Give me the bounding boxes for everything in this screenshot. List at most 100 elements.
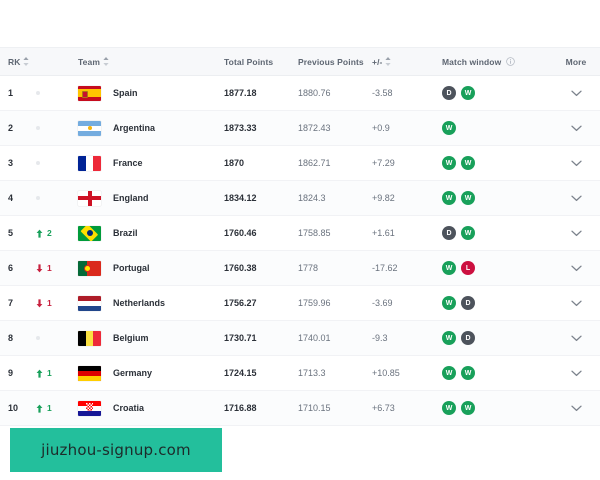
previous-points-cell: 1778 [298, 263, 319, 273]
arrow-up-icon [36, 404, 43, 413]
rank-cell: 10 [8, 403, 19, 413]
points-diff-cell: -3.58 [372, 88, 393, 98]
sort-icon[interactable] [23, 57, 30, 66]
column-header-diff[interactable]: +/- [372, 57, 442, 67]
chevron-down-icon[interactable] [570, 370, 582, 377]
column-header-total-points-label: Total Points [224, 56, 274, 67]
flag-icon-argentina [78, 120, 101, 136]
team-name: Germany [113, 368, 153, 378]
team-cell[interactable]: England [78, 190, 224, 206]
expand-row-button[interactable] [552, 230, 600, 237]
arrow-down-icon [36, 298, 43, 308]
total-points-cell: 1873.33 [224, 123, 257, 133]
team-name: Spain [113, 88, 138, 98]
team-cell[interactable]: Brazil [78, 225, 224, 241]
team-cell[interactable]: Argentina [78, 120, 224, 136]
table-row[interactable]: 1 Spain 1877.18 1880.76 -3.58 D W [0, 76, 600, 111]
match-result-badge-w: W [442, 366, 456, 380]
points-diff-cell: -9.3 [372, 333, 388, 343]
column-header-match-window-label: Match window [442, 56, 502, 67]
match-result-badge-w: W [461, 156, 475, 170]
column-header-total-points[interactable]: Total Points [224, 57, 298, 67]
expand-row-button[interactable] [552, 160, 600, 167]
previous-points-cell: 1880.76 [298, 88, 331, 98]
expand-row-button[interactable] [552, 405, 600, 412]
rank-change-cell: 1 [36, 368, 78, 378]
arrow-down-icon [36, 263, 43, 273]
expand-row-button[interactable] [552, 265, 600, 272]
column-header-team[interactable]: Team [78, 57, 224, 67]
team-cell[interactable]: Netherlands [78, 295, 224, 311]
rank-change-cell: 1 [36, 263, 78, 273]
match-result-badge-w: W [442, 261, 456, 275]
expand-row-button[interactable] [552, 335, 600, 342]
sort-icon[interactable] [103, 57, 109, 66]
table-row[interactable]: 3 France 1870 1862.71 +7.29 W W [0, 146, 600, 181]
points-diff-cell: +1.61 [372, 228, 395, 238]
rank-change-cell: 2 [36, 228, 78, 238]
chevron-down-icon[interactable] [570, 405, 582, 412]
info-icon[interactable] [506, 57, 516, 66]
table-row[interactable]: 8 Belgium 1730.71 1740.01 -9.3 W D [0, 321, 600, 356]
column-header-team-label: Team [78, 56, 100, 67]
column-header-rank-label: RK [8, 56, 21, 67]
rank-cell: 9 [8, 368, 14, 378]
table-row[interactable]: 2 Argentina 1873.33 1872.43 +0.9 W [0, 111, 600, 146]
match-result-badge-d: D [461, 296, 475, 310]
expand-row-button[interactable] [552, 370, 600, 377]
chevron-down-icon[interactable] [570, 300, 582, 307]
team-cell[interactable]: France [78, 155, 224, 171]
team-cell[interactable]: Spain [78, 85, 224, 101]
rank-change-cell: 1 [36, 403, 78, 413]
expand-row-button[interactable] [552, 125, 600, 132]
chevron-down-icon[interactable] [570, 90, 582, 97]
expand-row-button[interactable] [552, 195, 600, 202]
table-row[interactable]: 7 1 Netherlands 1756.27 1759.96 -3.69 W D [0, 286, 600, 321]
team-cell[interactable]: Croatia [78, 400, 224, 416]
total-points-cell: 1834.12 [224, 193, 257, 203]
expand-row-button[interactable] [552, 300, 600, 307]
match-result-badge-w: W [461, 401, 475, 415]
rank-change-cell: 1 [36, 298, 78, 308]
arrow-up-icon [36, 229, 43, 238]
column-header-more: More [552, 57, 600, 67]
watermark-text: jiuzhou-signup.com [41, 441, 191, 459]
table-row[interactable]: 9 1 Germany 1724.15 1713.3 +10.85 W W [0, 356, 600, 391]
total-points-cell: 1760.46 [224, 228, 257, 238]
total-points-cell: 1870 [224, 158, 245, 168]
no-change-icon [36, 336, 40, 340]
chevron-down-icon[interactable] [570, 195, 582, 202]
flag-icon-portugal [78, 260, 101, 276]
chevron-down-icon[interactable] [570, 230, 582, 237]
rank-change-value: 1 [47, 263, 52, 273]
team-cell[interactable]: Belgium [78, 330, 224, 346]
match-result-badge-d: D [442, 226, 456, 240]
total-points-cell: 1760.38 [224, 263, 257, 273]
table-row[interactable]: 6 1 Portugal 1760.38 1778 -17.62 W L [0, 251, 600, 286]
chevron-down-icon[interactable] [570, 125, 582, 132]
table-row[interactable]: 4 England 1834.12 1824.3 +9.82 W W [0, 181, 600, 216]
chevron-down-icon[interactable] [570, 160, 582, 167]
column-header-diff-label: +/- [372, 56, 383, 67]
team-cell[interactable]: Portugal [78, 260, 224, 276]
rank-cell: 5 [8, 228, 14, 238]
total-points-cell: 1730.71 [224, 333, 257, 343]
no-change-icon [36, 126, 40, 130]
team-cell[interactable]: Germany [78, 365, 224, 381]
chevron-down-icon[interactable] [570, 265, 582, 272]
table-row[interactable]: 5 2 Brazil 1760.46 1758.85 +1.61 D W [0, 216, 600, 251]
sort-icon[interactable] [385, 57, 392, 66]
chevron-down-icon[interactable] [570, 335, 582, 342]
rank-cell: 2 [8, 123, 14, 133]
column-header-previous-points[interactable]: Previous Points [298, 57, 372, 67]
flag-icon-germany [78, 365, 101, 381]
table-header-row: RK Team Total Points Previous Points +/-… [0, 47, 600, 76]
expand-row-button[interactable] [552, 90, 600, 97]
match-result-badge-w: W [442, 191, 456, 205]
column-header-rank[interactable]: RK [0, 57, 36, 67]
match-result-badge-w: W [461, 226, 475, 240]
table-row[interactable]: 10 1 Croatia 1716.88 1710.15 +6.73 W W [0, 391, 600, 426]
